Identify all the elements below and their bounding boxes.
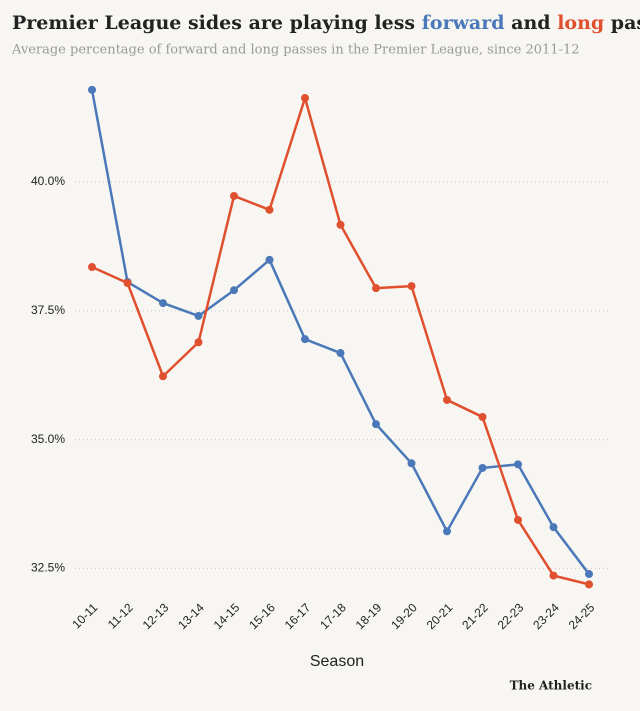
data-point <box>194 311 203 320</box>
x-axis-label: Season <box>310 653 364 670</box>
x-tick-label: 11-12 <box>105 600 136 631</box>
x-tick-label: 12-13 <box>140 600 172 632</box>
data-point <box>549 571 558 580</box>
data-point <box>478 412 487 421</box>
x-tick-label: 22-23 <box>495 600 527 632</box>
series-line <box>90 89 590 575</box>
data-point <box>336 220 345 229</box>
data-point <box>88 263 96 272</box>
x-tick-label: 21-22 <box>459 600 491 632</box>
x-tick-label: 15-16 <box>246 600 278 632</box>
chart-subtitle: Average percentage of forward and long p… <box>11 43 580 58</box>
x-tick-label: 13-14 <box>175 600 207 632</box>
y-tick-label: 35.0% <box>31 432 65 446</box>
data-point <box>372 284 380 293</box>
data-point <box>230 191 238 200</box>
data-point <box>159 299 167 308</box>
title-part: forward <box>422 12 505 34</box>
x-tick-label: 24-25 <box>566 600 598 632</box>
data-point <box>301 335 309 344</box>
title-part: passes <box>604 12 640 34</box>
data-point <box>336 349 345 358</box>
data-point <box>443 527 451 536</box>
data-point <box>514 515 522 524</box>
title-part: Premier League sides are playing less <box>12 12 422 34</box>
title-part: long <box>557 12 604 34</box>
source: The Athletic <box>510 679 592 693</box>
data-point <box>478 463 487 472</box>
x-tick-label: 19-20 <box>388 600 420 632</box>
y-tick-label: 37.5% <box>31 303 65 317</box>
data-point <box>123 279 132 287</box>
y-tick-label: 32.5% <box>31 561 65 575</box>
data-point <box>265 205 274 214</box>
data-point <box>407 459 416 468</box>
series-line <box>91 96 590 586</box>
data-point <box>443 395 451 404</box>
data-point <box>372 420 380 429</box>
x-tick-label: 18-19 <box>353 600 385 632</box>
x-tick-label: 23-24 <box>530 600 562 632</box>
x-tick-label: 14-15 <box>211 600 243 632</box>
data-point <box>159 372 167 381</box>
data-point <box>194 338 203 347</box>
y-tick-label: 40.0% <box>31 174 65 188</box>
title-part: and <box>505 12 558 34</box>
x-tick-label: 10-11 <box>69 600 100 631</box>
x-tick-label: 17-18 <box>317 600 349 632</box>
x-tick-label: 16-17 <box>282 600 314 632</box>
data-point <box>265 255 274 264</box>
data-point <box>514 460 522 469</box>
data-point <box>407 282 416 291</box>
data-point <box>88 85 96 94</box>
x-tick-label: 20-21 <box>424 600 456 632</box>
data-point <box>585 580 593 589</box>
data-point <box>549 523 558 532</box>
data-point <box>585 570 593 579</box>
chart-title: Premier League sides are playing less fo… <box>12 12 640 34</box>
data-point <box>230 286 238 295</box>
data-point <box>301 94 309 103</box>
